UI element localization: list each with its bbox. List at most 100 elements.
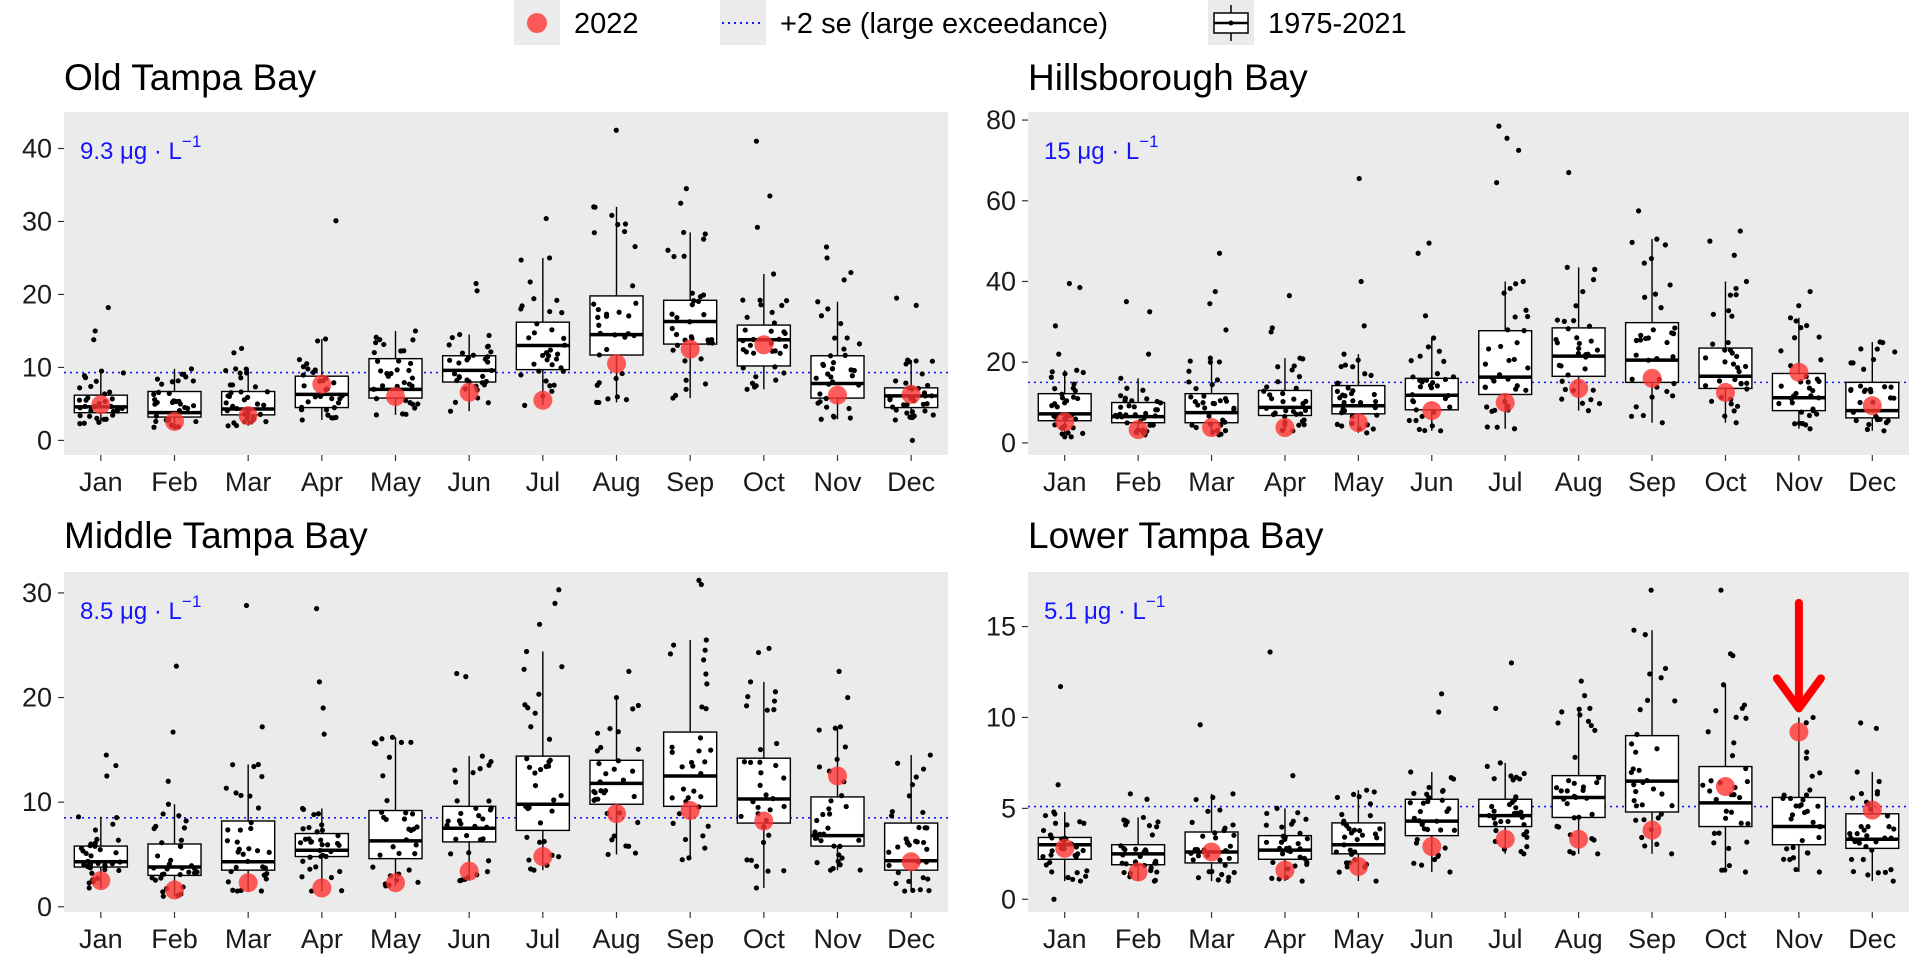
outlier-point — [536, 621, 543, 627]
outlier-point — [321, 731, 327, 737]
observation-point — [151, 424, 157, 430]
observation-point — [1413, 840, 1420, 846]
outlier-point — [104, 773, 110, 779]
observation-point — [1559, 709, 1565, 715]
observation-point — [1120, 852, 1126, 858]
observation-point — [401, 816, 408, 822]
observation-point — [523, 648, 530, 655]
observation-point — [1118, 843, 1124, 849]
plot-background — [1028, 572, 1909, 912]
observation-point — [747, 759, 754, 765]
observation-point — [1279, 851, 1286, 857]
observation-point — [484, 824, 490, 830]
y-tick-label: 40 — [22, 133, 52, 163]
observation-point — [1575, 350, 1582, 357]
observation-point — [1410, 399, 1417, 405]
observation-point — [88, 853, 94, 859]
point-2022-oct — [1715, 382, 1735, 402]
x-tick-label: Nov — [1775, 924, 1824, 954]
observation-point — [818, 416, 824, 422]
observation-point — [1791, 335, 1798, 341]
x-tick-label: Nov — [813, 467, 862, 497]
observation-point — [1077, 819, 1083, 825]
observation-point — [1877, 339, 1883, 345]
observation-point — [330, 415, 337, 421]
legend-label-boxplot: 1975-2021 — [1268, 8, 1407, 40]
observation-point — [1411, 860, 1417, 866]
point-2022-nov — [1789, 722, 1809, 742]
observation-point — [1726, 862, 1732, 869]
observation-point — [1630, 766, 1636, 772]
observation-point — [1348, 390, 1355, 397]
observation-point — [705, 823, 711, 829]
observation-point — [1852, 838, 1858, 845]
outlier-point — [1361, 323, 1367, 329]
threshold-label: 9.3 μg · L−1 — [80, 132, 201, 165]
observation-point — [1731, 408, 1737, 414]
observation-point — [703, 671, 709, 677]
x-tick-label: Apr — [1264, 467, 1306, 497]
observation-point — [1725, 308, 1732, 314]
point-2022-dec — [901, 852, 921, 872]
observation-point — [1803, 792, 1810, 798]
observation-point — [1854, 769, 1860, 775]
point-2022-jun — [1422, 401, 1442, 421]
observation-point — [319, 842, 325, 848]
observation-point — [1734, 403, 1741, 409]
panel-title: Middle Tampa Bay — [64, 515, 368, 556]
observation-point — [1206, 413, 1212, 419]
point-2022-may — [386, 873, 405, 893]
boxplot-nov — [1771, 288, 1827, 432]
observation-point — [77, 412, 83, 419]
observation-point — [622, 334, 628, 340]
observation-point — [1778, 383, 1784, 389]
observation-point — [1342, 393, 1348, 399]
observation-point — [1215, 877, 1221, 883]
observation-point — [556, 854, 562, 860]
outlier-point — [893, 295, 900, 301]
observation-point — [753, 885, 760, 891]
observation-point — [1708, 778, 1714, 784]
observation-point — [1272, 410, 1278, 416]
observation-point — [906, 842, 912, 848]
observation-point — [1776, 400, 1782, 407]
observation-point — [591, 204, 597, 210]
observation-point — [923, 859, 929, 865]
observation-point — [909, 782, 916, 788]
observation-point — [828, 798, 834, 804]
observation-point — [1720, 682, 1727, 688]
observation-point — [1744, 839, 1750, 845]
observation-point — [887, 396, 893, 402]
observation-point — [95, 860, 101, 867]
observation-point — [905, 357, 911, 363]
point-2022-mar — [238, 406, 258, 426]
observation-point — [383, 816, 389, 823]
observation-point — [403, 810, 409, 816]
threshold-value: 9.3 — [80, 138, 113, 165]
observation-point — [1355, 357, 1361, 363]
observation-point — [384, 797, 390, 804]
observation-point — [1301, 855, 1308, 861]
observation-point — [160, 889, 166, 895]
observation-point — [531, 361, 537, 367]
observation-point — [1510, 777, 1516, 783]
observation-point — [1789, 400, 1795, 406]
observation-point — [1496, 372, 1503, 378]
observation-point — [842, 352, 848, 358]
observation-point — [1131, 404, 1137, 410]
observation-point — [1374, 412, 1380, 418]
observation-point — [1554, 317, 1560, 323]
observation-point — [223, 367, 229, 374]
observation-point — [826, 811, 833, 817]
observation-point — [825, 371, 831, 377]
observation-point — [832, 335, 838, 341]
observation-point — [1200, 833, 1206, 839]
observation-point — [1573, 303, 1579, 309]
observation-point — [815, 400, 821, 406]
outlier-point — [696, 577, 702, 583]
outlier-point — [909, 437, 915, 444]
observation-point — [1655, 815, 1661, 821]
observation-point — [561, 335, 567, 341]
observation-point — [1513, 805, 1519, 811]
observation-point — [1553, 785, 1560, 791]
